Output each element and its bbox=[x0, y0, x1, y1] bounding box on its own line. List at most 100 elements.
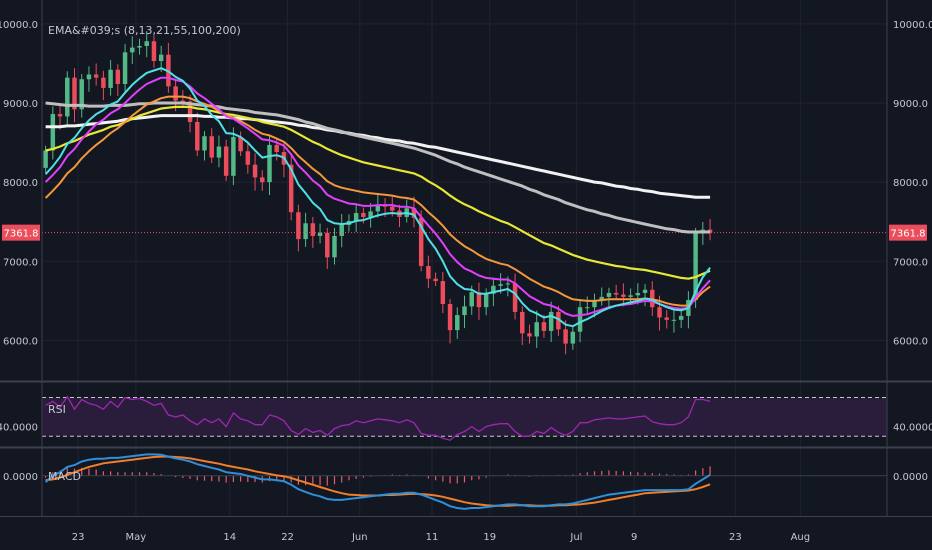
candle-5[interactable] bbox=[79, 79, 84, 110]
candle-44[interactable] bbox=[361, 212, 366, 217]
candle-85[interactable] bbox=[657, 307, 662, 318]
candle-20[interactable] bbox=[187, 101, 193, 122]
candle-90[interactable] bbox=[693, 232, 698, 301]
candle-79[interactable] bbox=[613, 292, 619, 295]
candle-64[interactable] bbox=[505, 283, 511, 285]
rsi-pane[interactable] bbox=[42, 395, 887, 441]
candle-88[interactable] bbox=[678, 315, 684, 320]
candle-61[interactable] bbox=[483, 293, 489, 308]
candle-67[interactable] bbox=[527, 333, 532, 337]
candle-60[interactable] bbox=[476, 292, 482, 308]
last-price-tag-left[interactable]: 7361.8 bbox=[4, 229, 39, 240]
candle-65[interactable] bbox=[512, 283, 518, 312]
candle-38[interactable] bbox=[317, 232, 323, 236]
candle-86[interactable] bbox=[664, 317, 669, 320]
candle-30[interactable] bbox=[260, 177, 265, 183]
candle-48[interactable] bbox=[390, 206, 395, 211]
macd-line[interactable] bbox=[44, 453, 711, 510]
candle-37[interactable] bbox=[310, 223, 316, 236]
candle-54[interactable] bbox=[433, 278, 438, 282]
candle-21[interactable] bbox=[195, 121, 200, 151]
candle-70[interactable] bbox=[548, 311, 554, 331]
candle-11[interactable] bbox=[122, 52, 128, 84]
candle-73[interactable] bbox=[570, 331, 576, 344]
rsi-line[interactable] bbox=[45, 395, 711, 441]
candle-57[interactable] bbox=[455, 315, 460, 331]
candle-6[interactable] bbox=[86, 74, 92, 80]
candle-36[interactable] bbox=[303, 223, 308, 240]
candle-51[interactable] bbox=[411, 208, 417, 218]
candle-27[interactable] bbox=[238, 137, 243, 152]
candle-3[interactable] bbox=[65, 77, 70, 117]
candle-52[interactable] bbox=[418, 217, 424, 267]
rsi-band-fill bbox=[42, 397, 887, 437]
candle-68[interactable] bbox=[534, 322, 539, 337]
candle-66[interactable] bbox=[520, 311, 525, 334]
candle-2[interactable] bbox=[57, 114, 63, 117]
candle-23[interactable] bbox=[209, 136, 214, 158]
candle-56[interactable] bbox=[447, 304, 453, 331]
candle-59[interactable] bbox=[469, 292, 474, 307]
candle-28[interactable] bbox=[245, 151, 251, 165]
candle-10[interactable] bbox=[115, 69, 121, 84]
candle-39[interactable] bbox=[325, 232, 330, 258]
candle-41[interactable] bbox=[339, 224, 344, 236]
candle-45[interactable] bbox=[368, 211, 373, 217]
macd-pane[interactable] bbox=[42, 453, 887, 510]
candle-18[interactable] bbox=[173, 86, 178, 101]
candle-19[interactable] bbox=[180, 100, 186, 102]
candle-63[interactable] bbox=[498, 284, 503, 286]
candle-14[interactable] bbox=[144, 41, 149, 46]
candle-72[interactable] bbox=[563, 329, 568, 344]
candle-87[interactable] bbox=[671, 319, 677, 321]
candle-32[interactable] bbox=[274, 144, 279, 153]
candle-13[interactable] bbox=[137, 45, 142, 48]
macd-indicator-title[interactable]: MACD bbox=[48, 470, 81, 483]
candle-69[interactable] bbox=[541, 322, 547, 331]
rsi-indicator-title[interactable]: RSI bbox=[48, 403, 66, 416]
candle-74[interactable] bbox=[577, 307, 583, 332]
last-price-tag-right[interactable]: 7361.8 bbox=[891, 229, 926, 240]
candle-4[interactable] bbox=[72, 77, 77, 110]
candle-55[interactable] bbox=[440, 281, 446, 305]
macd-tick-label-left: 0.0000 bbox=[3, 472, 38, 483]
candle-83[interactable] bbox=[642, 289, 648, 293]
candle-8[interactable] bbox=[101, 77, 106, 88]
ema-indicator-title[interactable]: EMA&#039;s (8,13,21,55,100,200) bbox=[48, 24, 241, 37]
candle-0[interactable] bbox=[43, 150, 48, 168]
candle-35[interactable] bbox=[296, 212, 301, 240]
candle-1[interactable] bbox=[50, 114, 56, 151]
candle-62[interactable] bbox=[491, 285, 496, 294]
candle-31[interactable] bbox=[267, 144, 272, 183]
candle-12[interactable] bbox=[130, 47, 135, 53]
candle-34[interactable] bbox=[288, 164, 294, 213]
y-tick-label-left-3: 7000.0 bbox=[3, 257, 38, 268]
candle-53[interactable] bbox=[426, 266, 431, 279]
candle-80[interactable] bbox=[621, 294, 626, 297]
candle-40[interactable] bbox=[332, 235, 337, 258]
last-price-tag-left-bg bbox=[2, 224, 40, 241]
candle-16[interactable] bbox=[158, 54, 164, 62]
candle-46[interactable] bbox=[375, 205, 381, 212]
candle-58[interactable] bbox=[462, 306, 467, 316]
candle-77[interactable] bbox=[599, 296, 604, 301]
candle-78[interactable] bbox=[606, 292, 612, 297]
candle-7[interactable] bbox=[93, 74, 99, 78]
candle-26[interactable] bbox=[231, 137, 236, 176]
candle-15[interactable] bbox=[151, 41, 157, 62]
candle-43[interactable] bbox=[353, 212, 359, 221]
rsi-tick-label-left: 40.0000 bbox=[0, 423, 38, 434]
candle-76[interactable] bbox=[592, 300, 597, 308]
candle-9[interactable] bbox=[108, 69, 113, 88]
candle-82[interactable] bbox=[635, 292, 641, 296]
candle-25[interactable] bbox=[223, 146, 229, 176]
candle-75[interactable] bbox=[585, 307, 590, 309]
candle-71[interactable] bbox=[556, 311, 561, 330]
candle-29[interactable] bbox=[252, 164, 258, 178]
candle-81[interactable] bbox=[628, 295, 633, 297]
candle-22[interactable] bbox=[202, 136, 207, 151]
candle-24[interactable] bbox=[216, 146, 222, 158]
ema8-line bbox=[44, 67, 711, 328]
